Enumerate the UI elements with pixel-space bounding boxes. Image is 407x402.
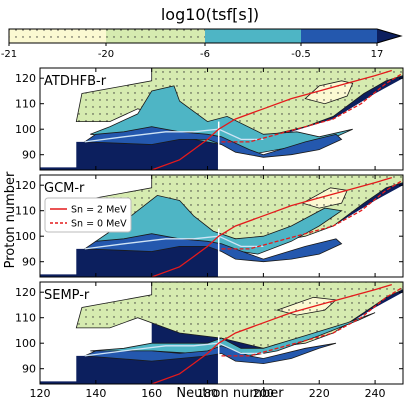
region-hatch: [305, 80, 353, 104]
colorbar-hatch: [106, 29, 205, 43]
colorbar-ticks: -21 -20 -6 -0.5 17: [1, 43, 384, 60]
colorbar-tick-label: -0.5: [291, 49, 311, 60]
legend-label: Sn = 0 MeV: [71, 219, 127, 230]
y-axis-label: Proton number: [3, 171, 18, 268]
panel-atdhfb-r: ATDHFB-r 90 100 110 120: [15, 67, 404, 171]
y-tick-label: 120: [15, 72, 36, 85]
sn-2mev-line: [151, 283, 392, 384]
y-tick-label: 100: [15, 230, 36, 243]
y-tick-label: 90: [22, 149, 36, 162]
x-tick-label: 120: [30, 387, 51, 400]
legend: Sn = 2 MeV Sn = 0 MeV: [44, 197, 132, 233]
sn-0mev-line: [221, 286, 403, 357]
y-tick-label: 90: [22, 256, 36, 269]
panel-label: SEMP-r: [44, 288, 90, 303]
panel-frame: [39, 67, 404, 171]
x-tick-label: 160: [141, 387, 162, 400]
sn-2mev-line: [151, 69, 392, 170]
panel-frame: [39, 281, 404, 385]
panel-label: GCM-r: [44, 181, 85, 196]
colorbar-frame: [8, 28, 403, 44]
colorbar-hatch: [9, 29, 106, 43]
contour-line: [84, 235, 264, 250]
y-tick-label: 110: [15, 312, 36, 325]
colorbar-title: log10(tsf[s]): [161, 5, 259, 24]
panel-gcm-r: GCM-r 90 100 110 120 Sn = 2 MeV Sn = 0 MeV: [15, 174, 404, 278]
colorbar-segment: [301, 29, 377, 43]
y-tick-label: 90: [22, 363, 36, 376]
contour-line: [84, 128, 264, 143]
colorbar: [8, 28, 403, 44]
x-tick-label: 140: [85, 387, 106, 400]
x-tick-label: 200: [253, 387, 274, 400]
region-hatch: [277, 297, 336, 316]
y-tick-label: 100: [15, 123, 36, 136]
colorbar-segment: [205, 29, 301, 43]
panel-label: ATDHFB-r: [44, 74, 107, 89]
sn-0mev-line: [221, 179, 403, 250]
panel-frame: [39, 174, 404, 278]
colorbar-extend-arrow: [377, 29, 401, 43]
sn-0mev-line: [221, 72, 403, 143]
y-tick-label: 110: [15, 205, 36, 218]
contour-line: [84, 342, 264, 357]
colorbar-tick-label: -6: [200, 49, 210, 60]
y-tick-label: 110: [15, 98, 36, 111]
region-unbound: [218, 185, 403, 277]
region-band-2: [90, 85, 353, 156]
colorbar-tick-label: -21: [1, 49, 17, 60]
y-tick-label: 100: [15, 337, 36, 350]
x-tick-label: 180: [197, 387, 218, 400]
colorbar-tick-label: 17: [371, 49, 384, 60]
y-tick-label: 120: [15, 179, 36, 192]
colorbar-tick-label: -20: [98, 49, 114, 60]
x-axis-label: Neutron number: [176, 386, 284, 401]
legend-label: Sn = 2 MeV: [71, 205, 127, 216]
x-tick-label: 220: [309, 387, 330, 400]
y-tick-label: 120: [15, 286, 36, 299]
x-tick-label: 240: [365, 387, 386, 400]
panel-semp-r: SEMP-r 90 100 110 120 120 140 160 180 200 220 240: [15, 281, 404, 400]
panels: ATDHFB-r 90 100 110 120 GCM-r 90 100 110 120 Sn = …: [15, 67, 404, 400]
region-band-3: [84, 342, 337, 365]
region-hatch: [76, 175, 403, 244]
sn-2mev-line: [151, 176, 392, 277]
